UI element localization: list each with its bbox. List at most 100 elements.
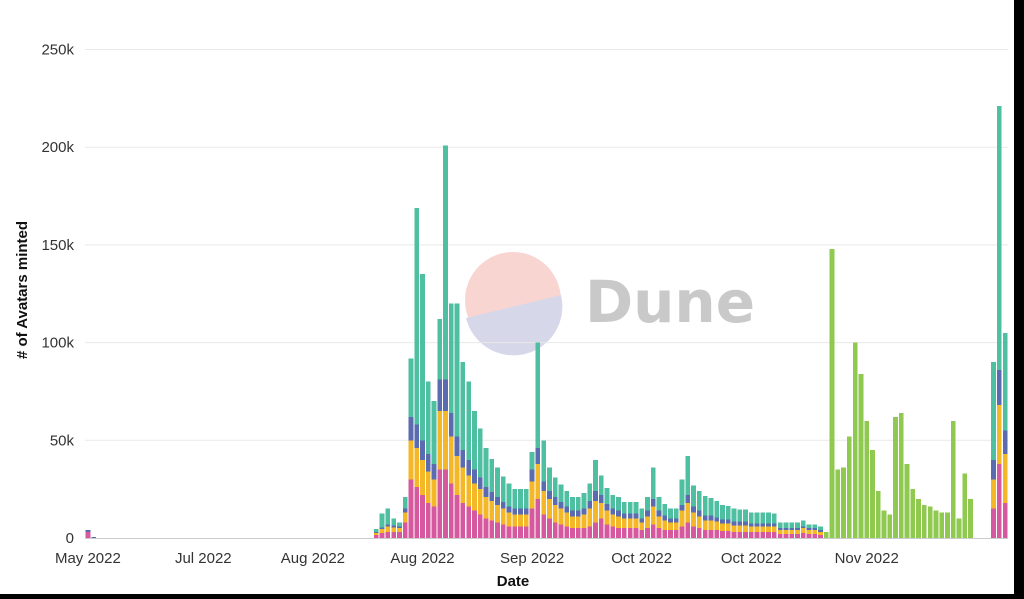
bar-segment[interactable] [1002, 453, 1008, 503]
bar-segment[interactable] [472, 510, 477, 538]
bar-segment[interactable] [489, 458, 495, 493]
bar-segment[interactable] [656, 516, 662, 529]
bar-segment[interactable] [622, 513, 627, 519]
bar-segment[interactable] [454, 303, 460, 437]
bar-segment[interactable] [823, 532, 829, 538]
bar-segment[interactable] [506, 506, 512, 513]
bar-segment[interactable] [397, 532, 402, 538]
bar-segment[interactable] [818, 526, 823, 531]
bar-segment[interactable] [910, 489, 916, 538]
bar-segment[interactable] [593, 491, 598, 501]
bar-segment[interactable] [697, 491, 702, 511]
bar-segment[interactable] [633, 501, 639, 514]
bar-segment[interactable] [598, 475, 604, 496]
bar-segment[interactable] [697, 516, 702, 529]
bar-segment[interactable] [598, 518, 604, 538]
bar-segment[interactable] [437, 411, 443, 470]
bar-segment[interactable] [558, 501, 564, 509]
bar-segment[interactable] [604, 488, 610, 504]
bar-segment[interactable] [541, 481, 546, 492]
bar-segment[interactable] [489, 500, 495, 521]
bar-segment[interactable] [402, 512, 408, 523]
bar-segment[interactable] [754, 532, 760, 538]
bar-segment[interactable] [702, 515, 708, 521]
bar-segment[interactable] [927, 506, 933, 538]
bar-segment[interactable] [668, 530, 673, 538]
bar-segment[interactable] [772, 532, 777, 538]
bar-segment[interactable] [702, 520, 708, 531]
bar-segment[interactable] [425, 502, 431, 538]
bar-segment[interactable] [391, 532, 396, 538]
bar-segment[interactable] [645, 496, 650, 511]
bar-segment[interactable] [991, 459, 996, 480]
bar-segment[interactable] [575, 510, 581, 517]
bar-segment[interactable] [748, 532, 754, 538]
bar-segment[interactable] [731, 508, 737, 522]
bar-segment[interactable] [420, 440, 425, 460]
bar-segment[interactable] [512, 489, 518, 509]
bar-segment[interactable] [725, 519, 731, 524]
bar-segment[interactable] [656, 496, 662, 511]
bar-segment[interactable] [500, 524, 506, 538]
bar-segment[interactable] [518, 514, 523, 527]
bar-segment[interactable] [454, 436, 460, 456]
bar-segment[interactable] [720, 523, 725, 532]
bar-segment[interactable] [720, 504, 725, 520]
bar-segment[interactable] [841, 467, 846, 538]
bar-segment[interactable] [443, 469, 448, 538]
bar-segment[interactable] [789, 528, 795, 531]
bar-segment[interactable] [610, 526, 616, 538]
bar-segment[interactable] [529, 452, 535, 470]
bar-segment[interactable] [633, 528, 639, 538]
bar-segment[interactable] [622, 518, 627, 529]
bar-segment[interactable] [385, 526, 391, 533]
bar-segment[interactable] [725, 523, 731, 532]
bar-segment[interactable] [587, 508, 593, 527]
bar-segment[interactable] [720, 531, 725, 538]
bar-segment[interactable] [587, 483, 593, 501]
bar-segment[interactable] [1002, 430, 1008, 454]
bar-segment[interactable] [806, 524, 812, 529]
bar-segment[interactable] [748, 523, 754, 527]
bar-segment[interactable] [795, 522, 800, 529]
bar-segment[interactable] [748, 512, 754, 524]
bar-segment[interactable] [650, 524, 656, 538]
bar-segment[interactable] [633, 518, 639, 529]
bar-segment[interactable] [864, 420, 870, 538]
bar-segment[interactable] [806, 528, 812, 531]
bar-segment[interactable] [397, 526, 402, 529]
bar-segment[interactable] [495, 467, 500, 497]
bar-segment[interactable] [575, 496, 581, 511]
bar-segment[interactable] [639, 508, 645, 519]
bar-segment[interactable] [593, 500, 598, 523]
bar-segment[interactable] [645, 516, 650, 529]
bar-segment[interactable] [702, 495, 708, 516]
bar-segment[interactable] [587, 526, 593, 538]
bar-segment[interactable] [448, 303, 454, 413]
bar-segment[interactable] [466, 381, 471, 460]
bar-segment[interactable] [460, 362, 466, 451]
bar-segment[interactable] [448, 436, 454, 484]
bar-segment[interactable] [650, 506, 656, 525]
bar-segment[interactable] [373, 532, 379, 534]
bar-segment[interactable] [408, 440, 414, 480]
bar-segment[interactable] [431, 401, 437, 464]
bar-segment[interactable] [714, 521, 720, 531]
bar-segment[interactable] [789, 530, 795, 535]
bar-segment[interactable] [483, 496, 489, 519]
bar-segment[interactable] [431, 479, 437, 507]
bar-segment[interactable] [933, 510, 939, 538]
bar-segment[interactable] [547, 467, 552, 492]
bar-segment[interactable] [795, 530, 800, 535]
bar-segment[interactable] [495, 504, 500, 523]
bar-segment[interactable] [506, 526, 512, 538]
bar-segment[interactable] [420, 459, 425, 496]
bar-segment[interactable] [662, 530, 668, 538]
bar-segment[interactable] [685, 495, 691, 503]
bar-segment[interactable] [385, 532, 391, 538]
bar-segment[interactable] [731, 532, 737, 538]
bar-segment[interactable] [506, 483, 512, 507]
bar-segment[interactable] [564, 491, 570, 507]
bar-segment[interactable] [598, 495, 604, 503]
bar-segment[interactable] [564, 526, 570, 538]
